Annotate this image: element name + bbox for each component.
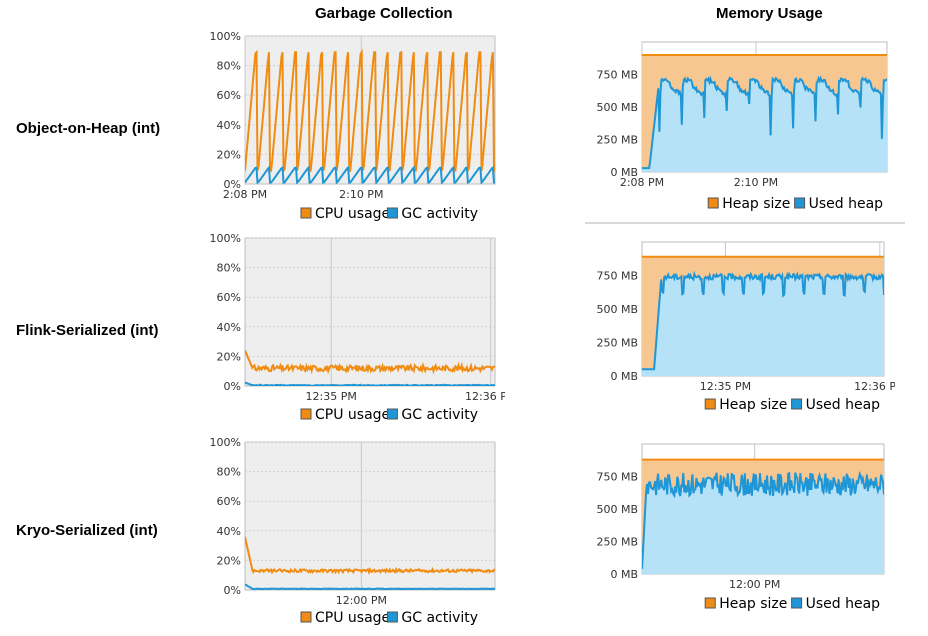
y-tick-label: 40% <box>217 119 241 132</box>
legend-swatch <box>386 611 398 623</box>
legend-swatch <box>300 408 312 420</box>
y-tick-label: 0 MB <box>610 166 638 179</box>
x-tick-label: 12:00 PM <box>729 578 780 591</box>
memory-chart-kryo: 0 MB 250 MB 500 MB 750 MB 12:00 PM Heap size U… <box>596 443 885 612</box>
y-tick-label: 750 MB <box>596 69 638 82</box>
y-tick-label: 80% <box>217 60 241 73</box>
x-tick-label: 12:36 PM <box>465 390 505 403</box>
y-tick-label: 0% <box>224 380 241 393</box>
x-tick-label: 12:00 PM <box>336 594 387 607</box>
legend-label: Heap size <box>719 397 787 413</box>
y-tick-label: 750 MB <box>596 270 638 283</box>
legend-swatch <box>386 408 398 420</box>
x-tick-label: 12:36 PM <box>854 380 895 393</box>
series-line-cpu-usage <box>245 536 495 576</box>
y-tick-label: 100% <box>210 232 241 245</box>
legend-swatch <box>794 197 806 209</box>
gc-chart-kryo: 0% 20% 40% 60% 80% 100% 12:00 PM CPU usage GC ac… <box>210 436 496 626</box>
plot-area <box>244 441 496 591</box>
y-tick-label: 20% <box>217 350 241 363</box>
legend-swatch <box>791 597 803 609</box>
legend-label: CPU usage <box>315 610 390 626</box>
y-tick-label: 0 MB <box>610 370 638 383</box>
legend-label: Used heap <box>806 397 881 413</box>
series-line-gc-activity <box>245 165 495 184</box>
legend-label: CPU usage <box>315 206 390 222</box>
series-area-used-heap <box>642 472 884 574</box>
legend-label: Used heap <box>809 196 884 212</box>
y-tick-label: 60% <box>217 495 241 508</box>
y-tick-label: 250 MB <box>596 134 638 147</box>
row-label-kryo-serialized: Kryo-Serialized (int) <box>16 522 158 539</box>
x-tick-label: 12:35 PM <box>700 380 751 393</box>
legend-label: Heap size <box>722 196 790 212</box>
row-label-flink-serialized: Flink-Serialized (int) <box>16 322 159 339</box>
legend-label: CPU usage <box>315 407 390 423</box>
series-line-gc-activity <box>245 583 495 590</box>
legend-label: Used heap <box>806 596 881 612</box>
legend-swatch <box>704 398 716 410</box>
legend-swatch <box>707 197 719 209</box>
y-tick-label: 500 MB <box>596 303 638 316</box>
plot-area <box>244 237 496 387</box>
series-line-used-heap <box>642 270 884 371</box>
y-tick-label: 100% <box>210 436 241 449</box>
series-area-used-heap <box>642 274 884 376</box>
y-tick-label: 500 MB <box>596 101 638 114</box>
memory-chart-flink: 0 MB 250 MB 500 MB 750 MB 12:35 PM 12:36 PM He… <box>596 241 895 413</box>
legend-label: GC activity <box>401 610 478 626</box>
gc-column-title: Garbage Collection <box>315 5 453 22</box>
y-tick-label: 80% <box>217 466 241 479</box>
y-tick-label: 750 MB <box>596 471 638 484</box>
gc-chart-object-on-heap: 0% 20% 40% 60% 80% 100% 2:08 PM 2:10 PM CPU usag… <box>210 30 496 222</box>
y-tick-label: 60% <box>217 89 241 102</box>
legend-swatch <box>791 398 803 410</box>
legend-label: GC activity <box>401 206 478 222</box>
series-line-cpu-usage <box>245 350 495 375</box>
y-tick-label: 250 MB <box>596 337 638 350</box>
series-line-used-heap <box>642 75 887 170</box>
y-tick-label: 500 MB <box>596 503 638 516</box>
legend-swatch <box>386 207 398 219</box>
y-tick-label: 0% <box>224 178 241 191</box>
x-tick-label: 2:08 PM <box>620 176 664 189</box>
y-tick-label: 60% <box>217 291 241 304</box>
row-divider <box>585 222 905 224</box>
x-tick-label: 2:10 PM <box>734 176 778 189</box>
y-tick-label: 20% <box>217 148 241 161</box>
series-line-gc-activity <box>245 381 495 386</box>
y-tick-label: 20% <box>217 554 241 567</box>
y-tick-label: 40% <box>217 525 241 538</box>
legend-swatch <box>300 611 312 623</box>
x-tick-label: 2:08 PM <box>223 188 267 201</box>
y-tick-label: 80% <box>217 262 241 275</box>
y-tick-label: 0% <box>224 584 241 597</box>
row-label-object-on-heap: Object-on-Heap (int) <box>16 120 161 137</box>
memory-chart-object-on-heap: 0 MB 250 MB 500 MB 750 MB 2:08 PM 2:10 PM Heap… <box>596 41 888 212</box>
series-line-cpu-usage <box>245 48 495 175</box>
legend-swatch <box>704 597 716 609</box>
y-tick-label: 250 MB <box>596 536 638 549</box>
y-tick-label: 0 MB <box>610 568 638 581</box>
y-tick-label: 40% <box>217 321 241 334</box>
legend-swatch <box>300 207 312 219</box>
memory-column-title: Memory Usage <box>716 5 823 22</box>
y-tick-label: 100% <box>210 30 241 43</box>
legend-label: Heap size <box>719 596 787 612</box>
series-line-used-heap <box>642 470 884 569</box>
x-tick-label: 12:35 PM <box>306 390 357 403</box>
legend-label: GC activity <box>401 407 478 423</box>
x-tick-label: 2:10 PM <box>339 188 383 201</box>
gc-chart-flink: 0% 20% 40% 60% 80% 100% 12:35 PM 12:36 PM CPU us… <box>210 232 505 423</box>
